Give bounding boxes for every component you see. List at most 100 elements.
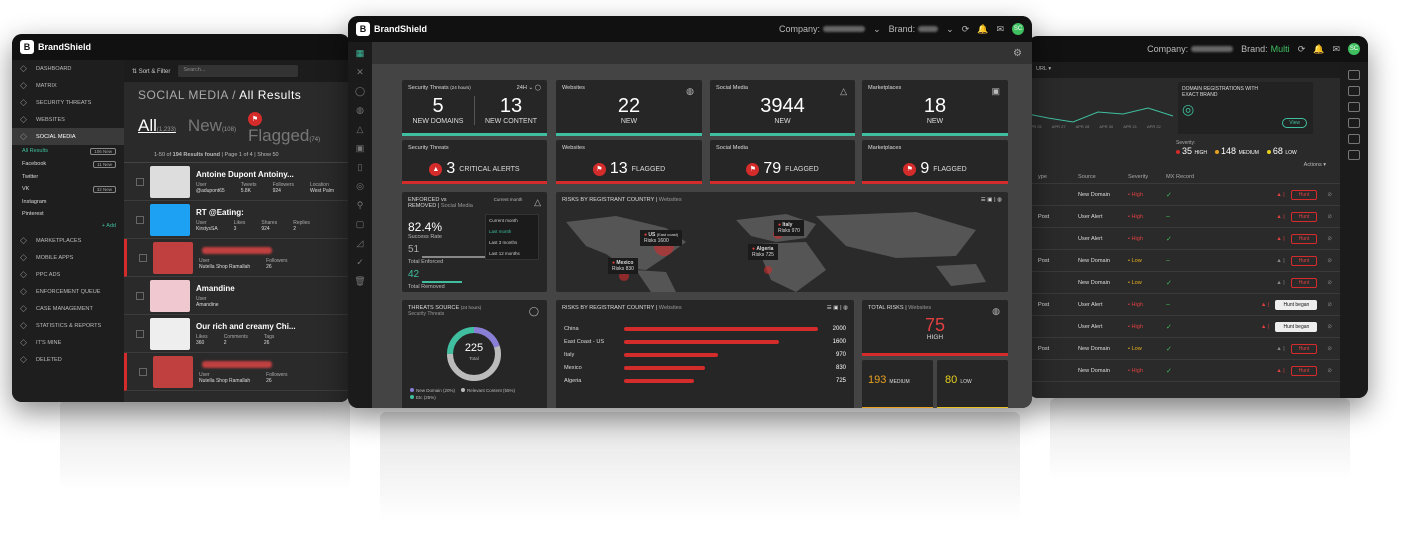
sidebar-item-ppc-ads[interactable]: ◇ PPC ADS xyxy=(20,269,61,279)
social-sub-item[interactable]: All Results 106 New xyxy=(12,145,124,158)
sidebar-item-websites[interactable]: ◇ WEBSITES xyxy=(20,114,65,124)
chart-icon[interactable]: ◿ xyxy=(356,238,364,248)
websites-new-card[interactable]: Websites ◍ 22 NEW xyxy=(556,80,702,136)
social-sub-item[interactable]: Twitter xyxy=(22,174,39,180)
hunt-button[interactable]: Hunt began xyxy=(1275,321,1318,332)
table-row[interactable]: User Alert • High ✓ ▲ | Hunt ⊘ xyxy=(1028,228,1340,250)
row-checkbox[interactable] xyxy=(136,215,144,224)
social-icon[interactable]: △ xyxy=(356,124,364,134)
table-row[interactable]: User Alert • High ✓ ▲ | Hunt began ⊘ xyxy=(1028,316,1340,338)
table-row[interactable]: User Nutella Shop Ramallah Followers 26 xyxy=(124,353,350,391)
doc-icon[interactable] xyxy=(1348,70,1360,80)
table-row[interactable]: New Domain • High ✓ ▲ | Hunt ⊘ xyxy=(1028,360,1340,382)
period-option[interactable]: Last 3 months xyxy=(489,240,518,245)
brand-logo[interactable]: B BrandShield xyxy=(356,22,427,36)
table-row[interactable]: Amandine User Amandine xyxy=(124,277,350,315)
actions-menu[interactable]: Actions ▾ xyxy=(1303,162,1326,168)
brand-select[interactable]: Multi xyxy=(1270,44,1290,54)
social-sub-item[interactable]: Pinterest xyxy=(22,211,44,217)
dashboard-icon[interactable]: ▦ xyxy=(355,48,365,58)
marketplaces-flagged-card[interactable]: Marketplaces ⚑ 9 FLAGGED xyxy=(862,140,1008,184)
map-pin-tooltip[interactable]: ● US (East coast) Risks 1600 xyxy=(640,230,683,246)
url-filter[interactable]: URL ▾ xyxy=(1028,62,1340,78)
table-row[interactable]: New Domain • Low ✓ ▲ | Hunt ⊘ xyxy=(1028,272,1340,294)
map-pin-tooltip[interactable]: ● Algeria Risks 725 xyxy=(748,244,778,260)
critical-alerts-card[interactable]: Security Threats ▲ 3 CRITICAL ALERTS xyxy=(402,140,547,184)
filter-flagged[interactable]: ⚑Flagged(74) xyxy=(247,106,336,146)
block-icon[interactable]: ⊘ xyxy=(1327,235,1332,242)
table-row[interactable]: Post New Domain • Low – ▲ | Hunt ⊘ xyxy=(1028,250,1340,272)
row-checkbox[interactable] xyxy=(136,329,144,338)
filter-all[interactable]: All(1,233) xyxy=(138,116,176,135)
social-sub-item[interactable]: VK 32 New xyxy=(12,183,124,196)
sidebar-item-enforcement-queue[interactable]: ◇ ENFORCEMENT QUEUE xyxy=(20,286,101,296)
table-row[interactable]: New Domain • High ✓ ▲ | Hunt ⊘ xyxy=(1028,184,1340,206)
matrix-icon[interactable]: ✕ xyxy=(356,67,364,77)
inbox-icon[interactable]: ✉ xyxy=(1332,43,1340,54)
queue-icon[interactable]: ⚲ xyxy=(356,200,364,210)
list-icon[interactable] xyxy=(1348,102,1360,112)
block-icon[interactable]: ⊘ xyxy=(1327,301,1332,308)
map-view-toggle[interactable]: ☰ ▣ | ◍ xyxy=(980,197,1002,203)
row-checkbox[interactable] xyxy=(136,177,144,186)
social-media-flagged-card[interactable]: Social Media ⚑ 79 FLAGGED xyxy=(710,140,855,184)
add-social-link[interactable]: + Add xyxy=(101,223,116,229)
period-dropdown[interactable]: Current month xyxy=(493,197,523,202)
country-bar-row[interactable]: East Coast - US 1600 xyxy=(564,338,846,345)
table-row[interactable]: User Nutella Shop Ramallah Followers 26 xyxy=(124,239,350,277)
bell-icon[interactable]: 🔔 xyxy=(977,23,989,34)
chart-view-toggle[interactable]: ☰ ▣ | ◍ xyxy=(826,305,848,311)
company-select[interactable] xyxy=(1191,46,1234,52)
period-select[interactable]: 24H ⌄ ◯ xyxy=(516,85,541,91)
sidebar-item-matrix[interactable]: ◇ MATRIX xyxy=(20,80,57,90)
sidebar-item-it-s-mine[interactable]: ◇ IT'S MINE xyxy=(20,337,62,347)
hunt-button[interactable]: Hunt xyxy=(1290,365,1318,376)
marketplaces-new-card[interactable]: Marketplaces ▣ 18 NEW xyxy=(862,80,1008,136)
bell-icon[interactable]: 🔔 xyxy=(1313,43,1325,54)
country-bar-row[interactable]: Algeria 725 xyxy=(564,377,846,384)
hunt-button[interactable]: Hunt xyxy=(1290,255,1318,266)
mobile-icon[interactable]: ▯ xyxy=(357,162,363,172)
table-row[interactable]: Antoine Dupont Antoiny... User @adupont65 T… xyxy=(124,163,350,201)
sidebar-item-dashboard[interactable]: ◇ DASHBOARD xyxy=(20,63,72,73)
sidebar-item-case-management[interactable]: ◇ CASE MANAGEMENT xyxy=(20,303,93,313)
row-checkbox[interactable] xyxy=(139,253,147,262)
table-row[interactable]: Post New Domain • Low ✓ ▲ | Hunt ⊘ xyxy=(1028,338,1340,360)
filter-new[interactable]: New(108) xyxy=(187,116,236,135)
mail-icon[interactable] xyxy=(1348,134,1360,144)
hunt-button[interactable]: Hunt began xyxy=(1275,299,1318,310)
view-button[interactable]: View xyxy=(1282,118,1307,128)
sidebar-item-social-media[interactable]: ◇ SOCIAL MEDIA xyxy=(12,128,124,145)
period-option[interactable]: Last month xyxy=(489,229,512,234)
table-row[interactable]: RT @Eating: User KirstysSA Likes 3 Shares 924 R… xyxy=(124,201,350,239)
block-icon[interactable]: ⊘ xyxy=(1327,213,1332,220)
country-bar-row[interactable]: Italy 970 xyxy=(564,351,846,358)
row-checkbox[interactable] xyxy=(136,291,144,300)
globe-icon[interactable]: ◍ xyxy=(356,105,364,115)
table-row[interactable]: Our rich and creamy Chi... Likes 360 Commen… xyxy=(124,315,350,353)
hunt-button[interactable]: Hunt xyxy=(1290,211,1318,222)
company-select[interactable] xyxy=(823,26,866,32)
search-input[interactable]: Search... xyxy=(178,65,299,77)
avatar[interactable]: SC xyxy=(1348,43,1360,55)
sidebar-item-statistics-reports[interactable]: ◇ STATISTICS & REPORTS xyxy=(20,320,102,330)
avatar[interactable]: SC xyxy=(1012,23,1024,35)
page-size-select[interactable]: 50 xyxy=(272,152,279,158)
cart-icon[interactable]: ▣ xyxy=(355,143,365,153)
sidebar-item-mobile-apps[interactable]: ◇ MOBILE APPS xyxy=(20,252,74,262)
block-icon[interactable]: ⊘ xyxy=(1327,345,1332,352)
settings-gear-icon[interactable]: ⚙ xyxy=(1013,47,1022,59)
sort-filter-button[interactable]: ⇅ Sort & Filter xyxy=(132,68,171,75)
box-icon[interactable] xyxy=(1348,150,1360,160)
sidebar-item-deleted[interactable]: ◇ DELETED xyxy=(20,354,62,364)
row-checkbox[interactable] xyxy=(139,367,147,376)
country-bar-row[interactable]: Mexico 830 xyxy=(564,364,846,371)
hunt-button[interactable]: Hunt xyxy=(1290,343,1318,354)
table-row[interactable]: Post User Alert • High – ▲ | Hunt ⊘ xyxy=(1028,206,1340,228)
page-input[interactable]: 1 xyxy=(238,152,242,158)
case-icon[interactable]: ▢ xyxy=(355,219,365,229)
refresh-icon[interactable]: ⟳ xyxy=(961,23,970,34)
brand-select[interactable] xyxy=(918,26,939,32)
block-icon[interactable]: ⊘ xyxy=(1327,257,1332,264)
country-bar-row[interactable]: China 2000 xyxy=(564,325,846,332)
